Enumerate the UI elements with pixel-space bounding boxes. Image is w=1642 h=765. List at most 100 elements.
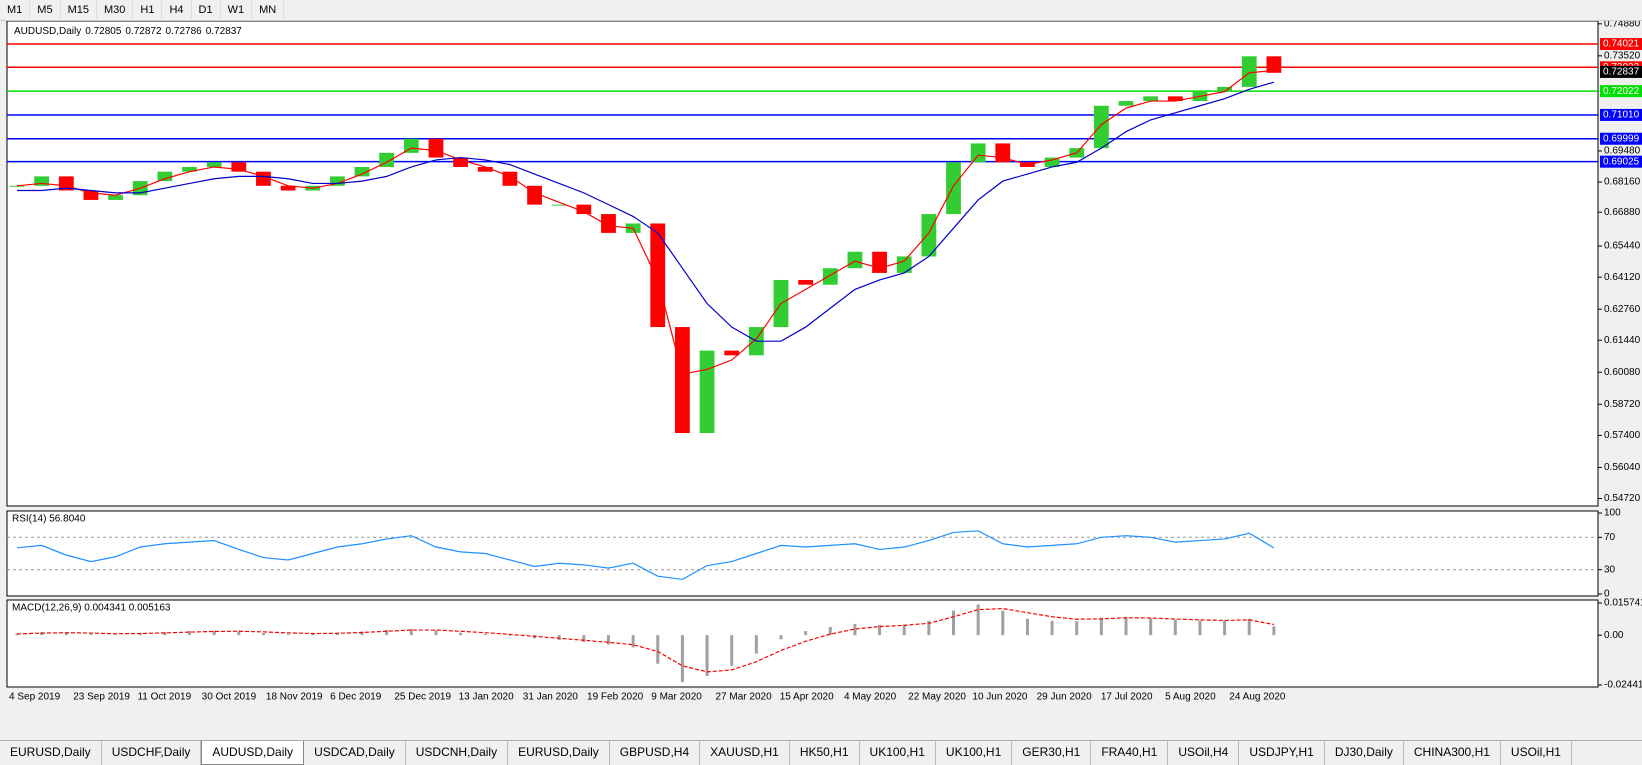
x-tick-label: 23 Sep 2019 [73,692,130,703]
timeframe-button[interactable]: M30 [97,1,134,19]
tab-bar: EURUSD,Daily USDCHF,Daily AUDUSD,Daily USDC… [0,740,1642,765]
timeframe-button[interactable]: M1 [0,1,31,19]
candle [354,166,370,177]
macd-bar [730,635,734,666]
timeframe-button[interactable]: M15 [61,1,97,19]
timeframe-button[interactable]: W1 [221,1,253,19]
candle [329,176,345,186]
candle [108,195,123,200]
y-tick-label: 0.65440 [1604,241,1641,252]
x-tick-label: 4 May 2020 [844,692,897,703]
macd-bar [335,632,339,636]
x-tick-label: 29 Jun 2020 [1037,692,1092,703]
timeframe-button[interactable]: MN [252,1,285,19]
chart-tab[interactable]: USDCAD,Daily [304,741,406,765]
y-tick-label: 0.56040 [1604,462,1641,473]
chart-tab[interactable]: XAUUSD,H1 [700,741,790,765]
macd-bar [459,632,463,636]
x-tick-label: 6 Dec 2019 [330,692,382,703]
macd-bar [1223,620,1227,636]
x-tick-label: 17 Jul 2020 [1101,692,1153,703]
y-tick-label: 0.62760 [1604,304,1641,315]
macd-bar [705,635,709,676]
chart-tab[interactable]: HK50,H1 [790,741,860,765]
x-tick-label: 4 Sep 2019 [9,692,61,703]
macd-bar [878,624,882,636]
y-tick-label: 0 [1604,589,1610,600]
chart-tab[interactable]: DJ30,Daily [1325,741,1404,765]
chart-tab[interactable]: EURUSD,Daily [508,741,610,765]
level-tag [1600,108,1642,121]
x-tick-label: 25 Dec 2019 [394,692,451,703]
current-price: 0.72837 [1603,67,1640,78]
macd-bar [853,623,857,636]
macd-bar [1272,626,1276,636]
candle [477,166,493,172]
macd-bar [409,629,413,636]
y-tick-label: 0.66880 [1604,207,1641,218]
candle [675,327,690,434]
candle [182,166,197,172]
macd-bar [606,635,610,645]
y-tick-label: 0.64120 [1604,272,1641,283]
chart-tab[interactable]: FRA40,H1 [1091,741,1169,765]
candle [1167,96,1183,102]
macd-bar [138,633,142,636]
level-label: 0.71010 [1603,110,1640,121]
chart-tab[interactable]: GER30,H1 [1012,741,1092,765]
chart-tab[interactable]: USDCHF,Daily [102,741,202,765]
chart-tab[interactable]: EURUSD,Daily [0,741,102,765]
candle [872,251,887,273]
level-tag [1600,155,1642,168]
symbol: AUDUSD,Daily [14,26,81,37]
macd-bar [1198,620,1202,636]
candle [896,256,912,273]
price-tag [1600,65,1642,78]
candle [1143,96,1159,102]
ma-fast [16,69,1274,375]
timeframe-button[interactable]: H4 [162,1,192,19]
candle [83,190,99,200]
ma-slow [17,81,1275,342]
chart-tab[interactable]: USDJPY,H1 [1239,741,1325,765]
candle [650,223,666,328]
timeframe-button[interactable]: M5 [30,1,61,19]
chart-tab[interactable]: UK100,H1 [936,741,1013,765]
panel [6,510,1599,597]
candle [428,138,444,158]
candle [1044,157,1060,167]
macd-bar [89,634,93,636]
macd-bar [1149,618,1153,636]
macd-bar [15,633,19,636]
x-tick-label: 19 Feb 2020 [587,692,644,703]
x-tick-label: 30 Oct 2019 [202,692,257,703]
level-tag [1600,132,1642,145]
timeframe-button[interactable]: D1 [192,1,221,19]
x-tick-label: 18 Nov 2019 [266,692,323,703]
x-tick-label: 10 Jun 2020 [972,692,1027,703]
level-label: 0.69999 [1603,133,1640,144]
ohlc-value: 0.72786 [166,26,203,37]
chart-tab[interactable]: CHINA300,H1 [1404,741,1501,765]
chart-tab[interactable]: USOil,H4 [1168,741,1240,765]
macd-bar [656,635,660,664]
chart-tab[interactable]: USOil,H1 [1501,741,1572,765]
macd-bar [311,633,315,636]
y-tick-label: 0.74880 [1604,21,1641,29]
chart-tab[interactable]: AUDUSD,Daily [201,741,305,765]
macd-bar [163,631,167,636]
ohlc-value: 0.72805 [85,26,122,37]
x-tick-label: 13 Jan 2020 [459,692,514,703]
macd-signal [16,607,1275,673]
candle [9,185,25,187]
y-tick-label: 0.015741 [1604,598,1642,609]
timeframe-button[interactable]: H1 [133,1,163,19]
chart-tab[interactable]: UK100,H1 [860,741,936,765]
level-label: 0.74021 [1603,39,1640,50]
x-tick-label: 5 Aug 2020 [1165,692,1216,703]
chart-tab[interactable]: USDCNH,Daily [406,741,509,765]
y-tick-label: 0.57400 [1604,430,1641,441]
chart-header: AUDUSD,Daily 0.72805 0.72872 0.72786 0.72837 [14,26,242,37]
chart-tab[interactable]: GBPUSD,H4 [610,741,701,765]
